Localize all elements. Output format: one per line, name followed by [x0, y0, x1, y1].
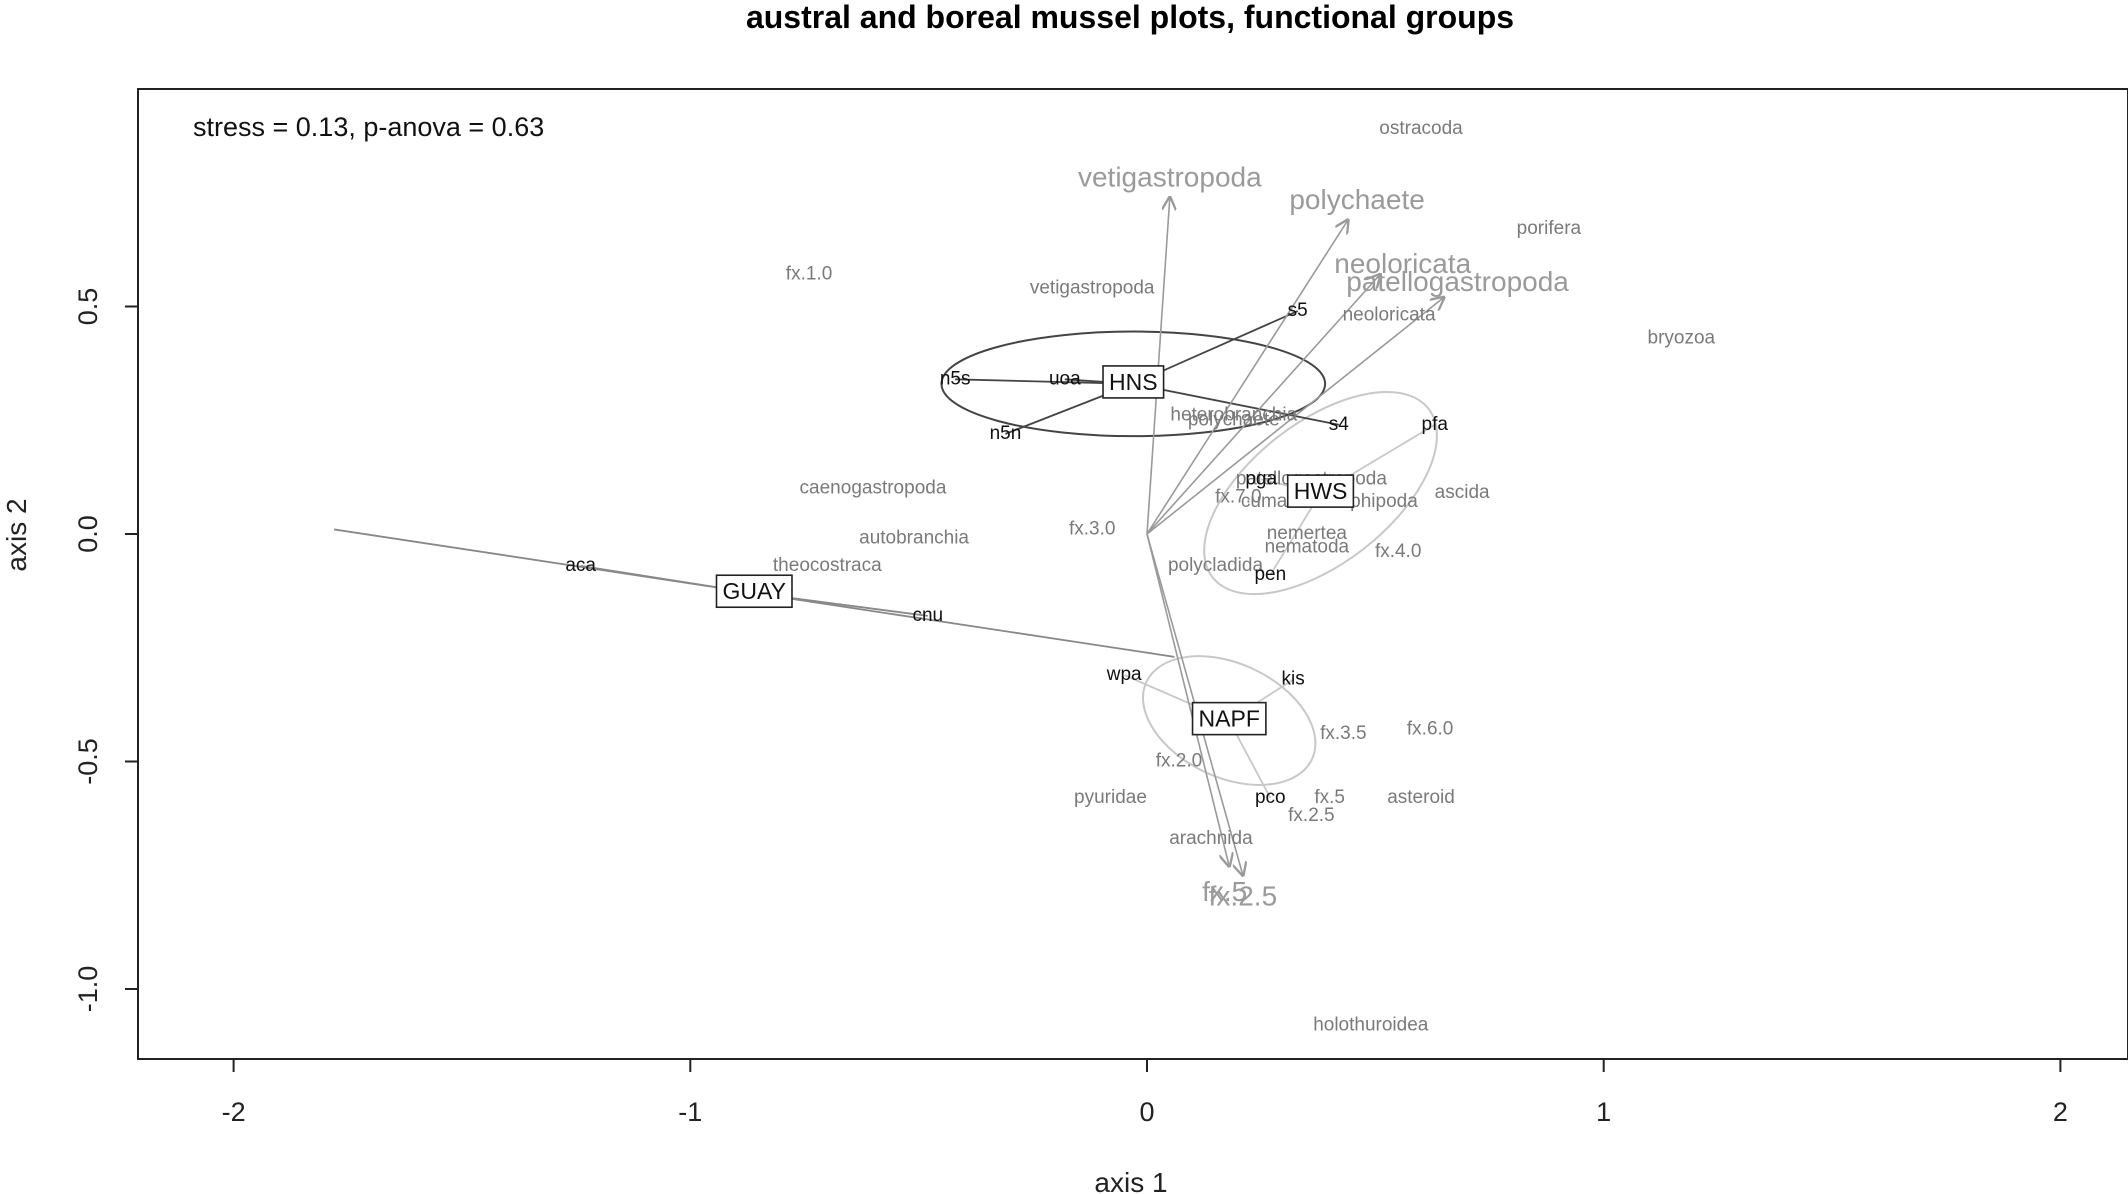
site-label-pen: pen: [1254, 564, 1286, 585]
site-label-cnu: cnu: [912, 605, 943, 626]
site-labels: s5 n5s uoa n5n s4 pfa pga aca pen cnu wpa kis pco: [565, 300, 1448, 808]
x-axis-label: axis 1: [1094, 1167, 1167, 1194]
species-label-asteroid: asteroid: [1387, 787, 1455, 808]
vector-label-vetigastropoda: vetigastropoda: [1078, 161, 1262, 192]
vector-label-polychaete: polychaete: [1289, 184, 1424, 215]
x-tick-label: 0: [1139, 1097, 1154, 1127]
species-label-polycladida: polycladida: [1168, 555, 1263, 576]
y-tick-label: 0.5: [73, 288, 103, 326]
group-label-box-guay: [715, 574, 793, 609]
group-label-text-hws: HWS: [1294, 478, 1348, 504]
species-label-polychaete: polychaete: [1188, 409, 1280, 430]
species-label-nemertea: nemertea: [1267, 523, 1348, 544]
species-label-fx-2-0: fx.2.0: [1156, 751, 1202, 772]
spider-guay-3: [754, 592, 1175, 658]
species-label-theocostraca: theocostraca: [773, 555, 882, 576]
site-label-pfa: pfa: [1422, 414, 1449, 435]
spider-guay-2: [333, 528, 755, 595]
group-label-napf: NAPF: [1191, 701, 1267, 736]
site-label-s4: s4: [1329, 414, 1350, 435]
species-label-heterobranchia: heterobranchia: [1170, 405, 1297, 426]
vector-arrow-neoloricata: [1146, 275, 1380, 535]
group-label-text-napf: NAPF: [1199, 706, 1260, 732]
group-label-hws: HWS: [1286, 474, 1355, 508]
y-tick-label: 0.0: [73, 515, 103, 553]
chart-title: austral and boreal mussel plots, functio…: [746, 0, 1514, 35]
y-tick-label: -0.5: [73, 738, 103, 785]
vector-label-fx-5: fx.5: [1202, 876, 1247, 907]
site-label-n5s: n5s: [940, 368, 971, 389]
ellipse-hws: [1203, 391, 1438, 596]
x-tick-label: -1: [678, 1097, 702, 1127]
vector-label-neoloricata: neoloricata: [1334, 248, 1471, 279]
vector-arrow-fx-5: [1146, 533, 1229, 866]
x-tick-label: 1: [1596, 1097, 1611, 1127]
species-label-vetigastropoda: vetigastropoda: [1030, 277, 1155, 298]
species-label-fx-5: fx.5: [1314, 787, 1345, 808]
species-label-bryozoa: bryozoa: [1648, 327, 1716, 348]
species-label-nematoda: nematoda: [1265, 537, 1350, 558]
group-centroid-labels: HNS HWS GUAY NAPF: [715, 365, 1355, 736]
species-label-holothuroidea: holothuroidea: [1313, 1014, 1429, 1035]
x-axis: -2 -1 0 1 2: [222, 1058, 2068, 1127]
ellipse-hns: [940, 330, 1327, 438]
vector-label-patellogastropoda: patellogastropoda: [1346, 266, 1569, 297]
species-label-fx-2-5: fx.2.5: [1288, 805, 1334, 826]
group-label-guay: GUAY: [715, 574, 793, 609]
spider-hns-4: [1133, 382, 1339, 426]
plot-area-frame: [137, 88, 2128, 1060]
y-axis-label: axis 2: [1, 498, 32, 571]
site-label-n5n: n5n: [990, 423, 1022, 444]
species-label-fx-4-0: fx.4.0: [1375, 541, 1421, 562]
species-label-pyuridae: pyuridae: [1074, 787, 1147, 808]
vector-arrow-patellogastropoda: [1146, 297, 1444, 535]
site-label-pco: pco: [1255, 787, 1286, 808]
site-label-aca: aca: [565, 555, 596, 576]
vector-arrow-polychaete: [1146, 220, 1348, 535]
x-tick-label: -2: [222, 1097, 246, 1127]
site-label-pga: pga: [1245, 468, 1277, 489]
species-label-fx-7-0: fx.7.0: [1215, 487, 1261, 508]
species-label-fx-3-0: fx.3.0: [1069, 518, 1115, 539]
y-tick-label: -1.0: [73, 966, 103, 1013]
species-label-porifera: porifera: [1517, 218, 1582, 239]
site-label-s5: s5: [1288, 300, 1308, 321]
site-label-wpa: wpa: [1106, 664, 1142, 685]
vector-labels: vetigastropodapolychaeteneoloricatapatel…: [1078, 161, 1569, 911]
species-label-fx-6-0: fx.6.0: [1407, 719, 1453, 740]
site-label-uoa: uoa: [1049, 368, 1081, 389]
group-label-box-napf: [1191, 701, 1267, 736]
species-label-fx-1-0: fx.1.0: [786, 264, 832, 285]
group-label-hns: HNS: [1102, 365, 1165, 399]
group-label-text-hns: HNS: [1109, 369, 1158, 395]
species-label-arachnida: arachnida: [1169, 828, 1253, 849]
species-label-ostracoda: ostracoda: [1379, 118, 1463, 139]
group-label-box-hns: [1102, 365, 1165, 399]
stats-annotation: stress = 0.13, p-anova = 0.63: [193, 112, 544, 142]
x-tick-label: 2: [2053, 1097, 2068, 1127]
y-axis: -1.0 -0.5 0.0 0.5: [73, 288, 139, 1013]
group-label-text-guay: GUAY: [722, 578, 785, 604]
species-label-neoloricata: neoloricata: [1343, 305, 1436, 326]
species-label-caenogastropoda: caenogastropoda: [800, 478, 947, 499]
species-label-fx-3-5: fx.3.5: [1320, 723, 1366, 744]
group-label-box-hws: [1286, 474, 1355, 508]
species-label-ascida: ascida: [1435, 482, 1490, 503]
vector-label-fx-2-5: fx.2.5: [1209, 880, 1277, 911]
species-label-autobranchia: autobranchia: [859, 528, 969, 549]
site-label-kis: kis: [1282, 669, 1305, 690]
